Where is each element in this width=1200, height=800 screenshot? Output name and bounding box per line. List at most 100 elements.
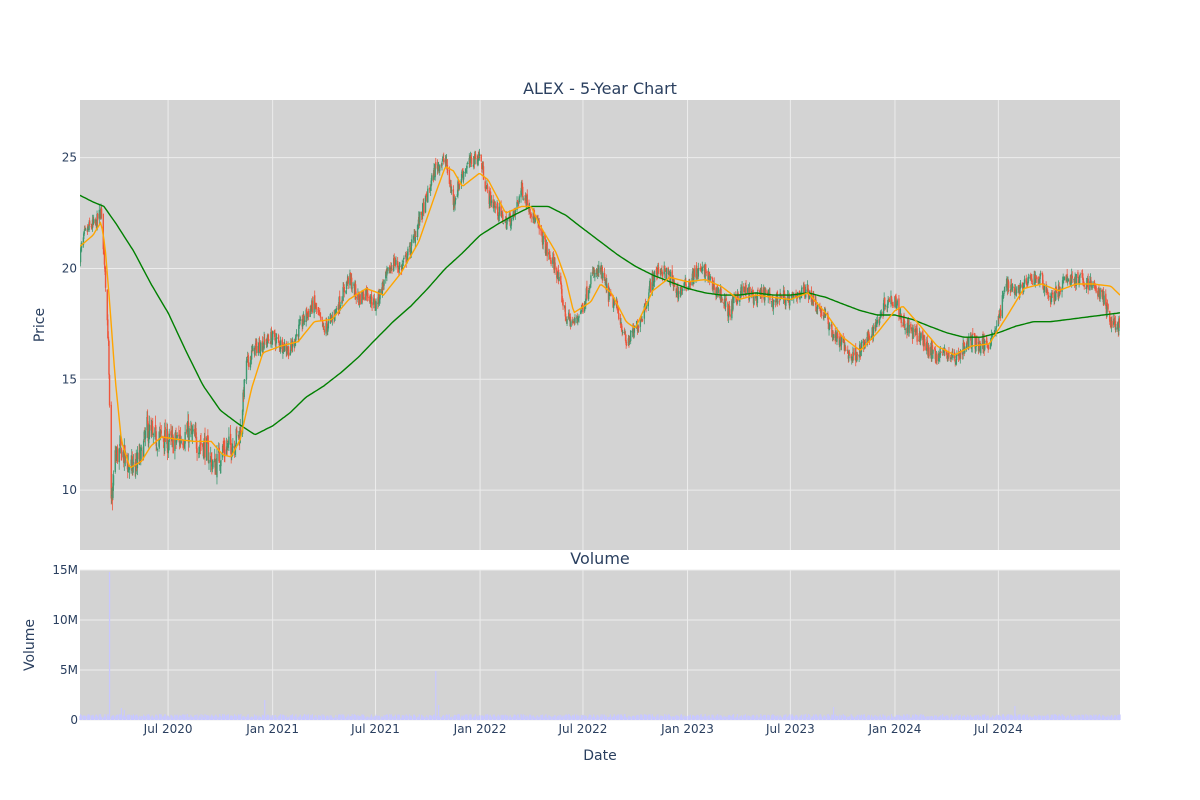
candle-body — [926, 340, 929, 348]
volume-bar — [809, 715, 811, 720]
candle-body — [84, 227, 86, 229]
candle-body — [770, 301, 773, 302]
candle-body — [1115, 327, 1117, 330]
candle-body — [290, 342, 293, 347]
candle-body — [1118, 318, 1120, 332]
candle-body — [541, 230, 543, 237]
candle-body — [216, 453, 218, 478]
candle-body — [454, 201, 456, 206]
price-y-tick-label: 20 — [62, 261, 77, 275]
candle-body — [120, 448, 123, 461]
candle-body — [729, 314, 731, 317]
candle-body — [387, 267, 389, 271]
volume-bar — [685, 716, 687, 720]
candle-body — [238, 431, 240, 437]
candle-body — [207, 436, 209, 444]
candle-body — [91, 219, 94, 229]
candle-body — [1106, 304, 1108, 317]
volume-bar — [164, 714, 166, 720]
volume-bar — [228, 717, 230, 720]
volume-bar — [359, 716, 361, 720]
candle-body — [938, 353, 940, 362]
candle-body — [231, 447, 234, 457]
candle-body — [441, 162, 443, 166]
candle-body — [620, 323, 623, 331]
candle-body — [1049, 296, 1051, 297]
volume-bar — [1014, 706, 1016, 720]
volume-bar — [363, 715, 365, 720]
candle-body — [739, 294, 742, 299]
candle-body — [490, 200, 493, 204]
volume-bar — [1026, 714, 1028, 720]
volume-bar — [821, 716, 823, 720]
volume-bar — [761, 715, 763, 720]
candle-body — [334, 309, 336, 316]
candle-body — [751, 290, 753, 294]
volume-bar — [1001, 714, 1003, 720]
candle-body — [152, 426, 154, 433]
candle-body — [629, 330, 632, 342]
candle-body — [175, 432, 177, 442]
candle-body — [464, 171, 467, 173]
candle-body — [526, 194, 528, 206]
price-y-tick-label: 15 — [62, 372, 77, 386]
candle-body — [221, 445, 224, 458]
candle-body — [807, 285, 809, 292]
volume-bar — [448, 714, 450, 720]
candle-body — [653, 270, 656, 283]
candle-body — [1077, 279, 1080, 283]
candle-body — [374, 300, 376, 309]
candle-body — [112, 482, 114, 498]
candle-body — [848, 352, 851, 355]
candle-body — [162, 439, 165, 442]
candle-body — [401, 264, 403, 270]
candle-body — [566, 319, 568, 324]
volume-bar — [361, 714, 364, 720]
volume-chart-title: Volume — [570, 549, 630, 568]
candle-body — [914, 329, 916, 332]
volume-bar — [844, 715, 847, 720]
candle-body — [454, 197, 457, 201]
candle-body — [431, 175, 433, 181]
volume-bar — [700, 714, 702, 720]
candle-body — [154, 427, 156, 438]
candle-body — [562, 299, 564, 307]
volume-bar — [1083, 714, 1085, 720]
candle-body — [327, 326, 329, 333]
candle-body — [494, 206, 497, 209]
candle-body — [390, 267, 393, 270]
candle-body — [1035, 275, 1037, 278]
candle-body — [972, 333, 974, 335]
candle-body — [112, 475, 115, 486]
candle-body — [228, 436, 230, 445]
volume-bar — [868, 715, 870, 720]
volume-bar — [403, 715, 405, 720]
volume-bar — [630, 716, 632, 720]
volume-bar — [669, 716, 672, 720]
date-x-tick-label: Jan 2023 — [660, 722, 714, 736]
candle-body — [267, 336, 269, 340]
volume-bar — [367, 716, 369, 720]
candle-body — [158, 438, 160, 447]
candle-body — [720, 296, 723, 301]
candle-body — [118, 448, 120, 463]
volume-bar — [880, 717, 882, 720]
candle-body — [776, 291, 779, 302]
candle-body — [739, 298, 741, 302]
volume-bar — [160, 714, 162, 720]
volume-bar — [192, 717, 194, 720]
candle-body — [1025, 278, 1027, 283]
candle-body — [606, 283, 608, 289]
candle-body — [661, 269, 663, 273]
candle-body — [600, 266, 602, 274]
candle-body — [643, 305, 646, 319]
candle-body — [403, 257, 405, 259]
volume-bar — [377, 715, 379, 720]
volume-bar — [653, 716, 656, 720]
candle-body — [895, 303, 898, 309]
volume-bar — [642, 717, 644, 720]
candle-body — [395, 259, 397, 265]
candle-body — [828, 324, 831, 330]
volume-bar — [411, 717, 413, 720]
volume-bar — [260, 716, 262, 720]
